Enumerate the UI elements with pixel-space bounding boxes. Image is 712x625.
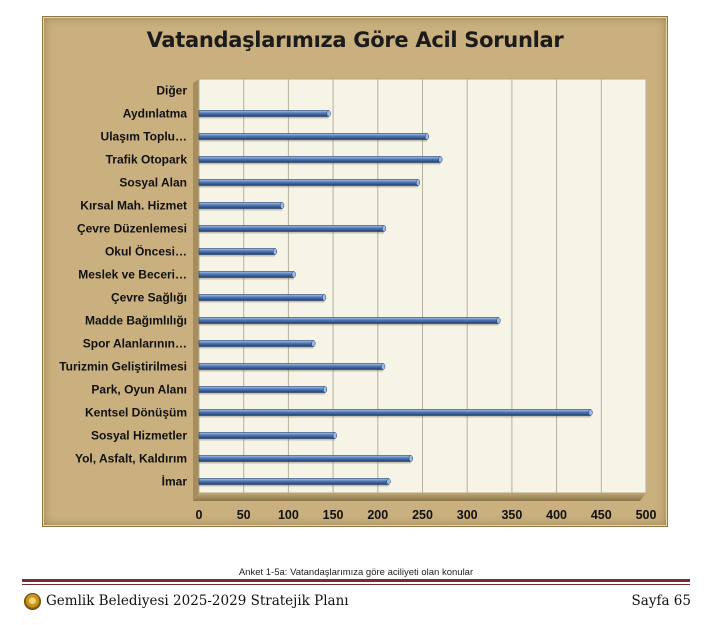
x-tick-label: 50 — [237, 508, 251, 522]
footer-document-title: Gemlik Belediyesi 2025-2029 Stratejik Pl… — [46, 593, 349, 609]
x-tick-label: 200 — [367, 508, 388, 522]
x-tick-label: 150 — [323, 508, 344, 522]
bar-end-cap — [382, 225, 387, 232]
x-tick-label: 500 — [636, 508, 657, 522]
plot-side-wall — [193, 79, 199, 501]
bar — [198, 478, 389, 485]
municipality-seal-icon — [24, 593, 41, 610]
category-label: Okul Öncesi… — [105, 244, 187, 259]
bar-end-cap — [588, 409, 593, 416]
x-tick-label: 400 — [546, 508, 567, 522]
bar-end-cap — [438, 156, 443, 163]
bar-end-cap — [323, 386, 328, 393]
bar-end-cap — [408, 455, 413, 462]
x-tick-label: 100 — [278, 508, 299, 522]
bar — [198, 110, 329, 117]
bar-end-cap — [496, 317, 501, 324]
figure-caption: Anket 1-5a: Vatandaşlarımıza göre aciliy… — [238, 567, 474, 578]
bar — [198, 432, 336, 439]
category-label: Diğer — [156, 84, 187, 98]
category-label: İmar — [162, 474, 188, 489]
bar-end-cap — [386, 478, 391, 485]
category-label: Sosyal Alan — [119, 176, 187, 190]
x-tick-label: 300 — [457, 508, 478, 522]
bar — [198, 340, 314, 347]
category-label: Madde Bağımlılığı — [85, 314, 187, 328]
category-label: Trafik Otopark — [106, 153, 188, 167]
x-tick-label: 350 — [501, 508, 522, 522]
bar — [198, 363, 384, 370]
bar-end-cap — [272, 248, 278, 255]
category-label: Spor Alanlarının… — [83, 337, 187, 351]
bar-end-cap — [332, 432, 337, 439]
category-label: Meslek ve Beceri… — [78, 268, 187, 282]
footer-page-number: Sayfa 65 — [631, 593, 691, 609]
chart-title: Vatandaşlarımıza Göre Acil Sorunlar — [146, 28, 564, 52]
category-label: Kırsal Mah. Hizmet — [80, 199, 187, 213]
x-tick-label: 0 — [196, 508, 203, 522]
bar-end-cap — [322, 294, 327, 301]
bar — [198, 202, 283, 209]
plot-floor — [193, 493, 646, 501]
bar — [198, 317, 499, 324]
bar-end-cap — [311, 340, 316, 347]
bar — [198, 386, 326, 393]
x-tick-label: 450 — [591, 508, 612, 522]
category-label: Sosyal Hizmetler — [91, 429, 187, 443]
category-label: Turizmin Geliştirilmesi — [59, 360, 187, 374]
category-label: Çevre Sağlığı — [111, 291, 187, 305]
category-label: Ulaşım Toplu… — [101, 130, 187, 144]
category-label: Çevre Düzenlemesi — [77, 222, 187, 236]
x-tick-label: 250 — [412, 508, 433, 522]
bar-end-cap — [326, 110, 331, 117]
bar-end-cap — [280, 202, 285, 209]
bar-end-cap — [291, 271, 296, 278]
bar — [198, 248, 276, 255]
bar — [198, 271, 295, 278]
bar — [198, 455, 412, 462]
bar-end-cap — [381, 363, 386, 370]
bar — [198, 409, 591, 416]
footer-rule-thin — [22, 584, 690, 585]
bar — [198, 133, 428, 140]
footer-rule-thick — [22, 579, 690, 582]
category-label: Aydınlatma — [123, 107, 188, 121]
category-label: Yol, Asfalt, Kaldırım — [75, 452, 187, 466]
category-label: Park, Oyun Alanı — [91, 383, 187, 397]
bar — [198, 294, 325, 301]
bar — [198, 179, 419, 186]
category-label: Kentsel Dönüşüm — [85, 406, 187, 420]
bar — [198, 225, 385, 232]
bar — [198, 156, 441, 163]
bar-end-cap — [415, 179, 421, 186]
bar-end-cap — [424, 133, 430, 140]
